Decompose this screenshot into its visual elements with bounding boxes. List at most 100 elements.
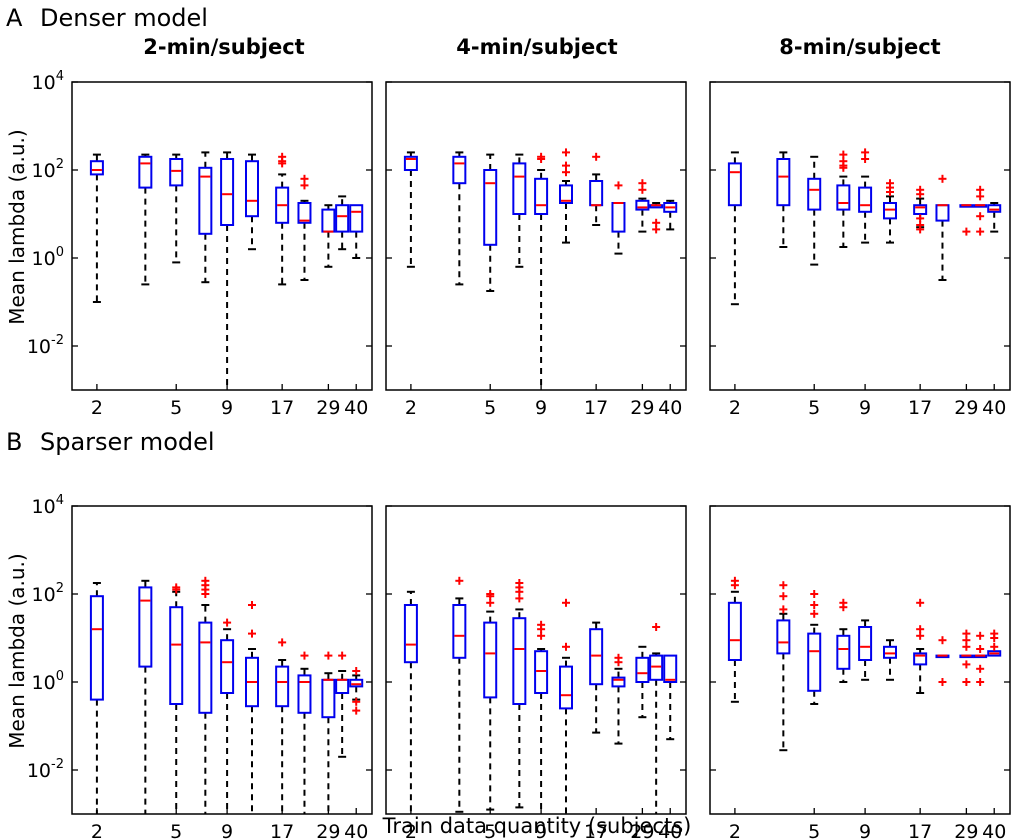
- y-axis-label-row-b: Mean lambda (a.u.): [5, 553, 29, 748]
- y-tick-label: 104: [32, 69, 64, 94]
- panel-a-2-box: [635, 199, 650, 211]
- panel-b-3-box: [913, 652, 928, 666]
- x-tick-label: 40: [982, 821, 1006, 840]
- x-tick-label: 29: [316, 821, 340, 840]
- row-a-title: Denser model: [40, 4, 208, 32]
- x-tick-label: 29: [630, 397, 654, 419]
- panel-b-1-box: [245, 656, 259, 708]
- panel-b-3-box: [858, 626, 873, 661]
- x-tick-label: 5: [808, 821, 820, 840]
- panel-b-2-box: [483, 621, 498, 699]
- y-tick-base: 10: [32, 584, 56, 606]
- panel-b-2-frame: [385, 505, 687, 815]
- panel-b-1-box: [198, 621, 213, 714]
- panel-b-1-box: [138, 586, 153, 668]
- y-axis-label-row-a: Mean lambda (a.u.): [5, 129, 29, 324]
- y-tick-label: 100: [32, 245, 64, 270]
- panel-a-3-box: [836, 184, 851, 211]
- panel-a-3-frame: [709, 81, 1011, 391]
- panel-a-1-box: [220, 158, 235, 226]
- panel-a-1-box: [335, 204, 350, 233]
- panel-a-1-frame: [71, 81, 373, 391]
- panel-b-2-box: [635, 656, 650, 683]
- panel-a-3-box: [935, 204, 950, 222]
- panel-a-1-box: [321, 208, 336, 233]
- x-axis-label: Train data quantity (subjects): [382, 814, 692, 838]
- panel-a-1-box: [138, 155, 153, 189]
- x-tick-label: 5: [170, 821, 182, 840]
- panel-b-1-frame: [71, 505, 373, 815]
- y-tick-label: 104: [32, 493, 64, 518]
- y-tick-exponent: -2: [51, 757, 64, 772]
- y-tick-exponent: 2: [56, 581, 64, 596]
- panel-a-1-box: [349, 204, 364, 233]
- panel-a-2-box: [611, 202, 626, 233]
- row-b-title: Sparser model: [40, 428, 215, 456]
- panel-b-3-box: [776, 619, 791, 655]
- panel-b-2-box: [611, 676, 626, 688]
- x-tick-label: 29: [954, 397, 978, 419]
- panel-b-2-box: [663, 654, 678, 683]
- y-tick-base: 10: [32, 72, 56, 94]
- y-tick-base: 10: [32, 496, 56, 518]
- panel-a-3-box: [776, 158, 791, 207]
- panel-a-2-box: [559, 184, 573, 204]
- x-tick-label: 17: [908, 821, 932, 840]
- y-tick-exponent: 4: [56, 493, 64, 508]
- column-title-2min: 2-min/subject: [143, 35, 304, 59]
- panel-b-2-box: [589, 628, 604, 686]
- x-tick-label: 5: [484, 821, 496, 840]
- panel-b-3-frame: [709, 505, 1011, 815]
- column-title-8min: 8-min/subject: [779, 35, 940, 59]
- panel-b-1-box: [349, 678, 364, 688]
- x-tick-label: 40: [658, 821, 682, 840]
- x-tick-label: 9: [859, 821, 871, 840]
- panel-b-1-box: [321, 678, 336, 719]
- x-tick-label: 17: [270, 397, 294, 419]
- panel-a-2-box: [452, 155, 467, 185]
- y-tick-exponent: 0: [56, 669, 64, 684]
- y-tick-base: 10: [32, 248, 56, 270]
- panel-b-1-box: [275, 665, 290, 708]
- x-tick-label: 17: [584, 397, 608, 419]
- panel-b-2-box: [559, 665, 573, 710]
- x-tick-label: 2: [729, 821, 741, 840]
- panel-a-3-box: [913, 204, 928, 215]
- panel-b-1-box: [220, 639, 235, 695]
- panel-a-1-box: [169, 158, 184, 187]
- panel-a-2-box: [403, 155, 418, 172]
- y-tick-exponent: 2: [56, 157, 64, 172]
- x-tick-label: 5: [484, 397, 496, 419]
- column-title-4min: 4-min/subject: [456, 35, 617, 59]
- x-tick-label: 40: [658, 397, 682, 419]
- x-tick-label: 29: [316, 397, 340, 419]
- panel-a-1-box: [297, 202, 312, 224]
- panel-a-3-box: [883, 202, 897, 220]
- y-tick-base: 10: [27, 336, 51, 358]
- panel-a-3-box: [807, 177, 822, 211]
- y-tick-exponent: -2: [51, 333, 64, 348]
- x-tick-label: 9: [859, 397, 871, 419]
- panel-b-3-box: [807, 632, 822, 692]
- y-tick-label: 102: [32, 581, 64, 606]
- row-a-letter: A: [6, 4, 23, 32]
- x-tick-label: 17: [584, 821, 608, 840]
- panel-a-3-box: [727, 162, 742, 207]
- panel-a-1-box: [198, 166, 213, 235]
- x-tick-label: 9: [221, 397, 233, 419]
- panel-b-2-box: [452, 604, 467, 659]
- panel-b-2-box: [512, 617, 527, 706]
- y-tick-exponent: 4: [56, 69, 64, 84]
- panel-b-3-box: [883, 645, 897, 659]
- panel-a-2-box: [483, 169, 498, 246]
- panel-a-2-box: [663, 202, 678, 213]
- panel-a-2-frame: [385, 81, 687, 391]
- x-tick-label: 2: [91, 821, 103, 840]
- x-tick-label: 29: [954, 821, 978, 840]
- y-tick-base: 10: [32, 160, 56, 182]
- panel-a-3-box: [987, 204, 1002, 213]
- x-tick-label: 9: [535, 397, 547, 419]
- panel-a-2-box: [534, 177, 549, 216]
